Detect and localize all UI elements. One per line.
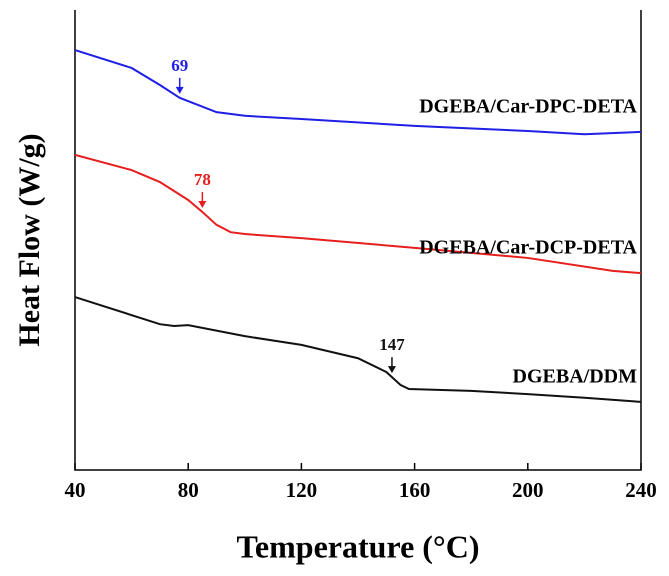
series-label: DGEBA/Car-DCP-DETA <box>419 237 637 259</box>
x-tick-label: 240 <box>625 478 657 502</box>
annotation-label: 78 <box>194 170 211 189</box>
series-line <box>74 49 642 136</box>
x-tick-label: 40 <box>65 478 86 502</box>
annotation-label: 147 <box>379 335 405 354</box>
series-line <box>74 153 642 275</box>
annotation-label: 69 <box>171 56 188 75</box>
series-label: DGEBA/Car-DPC-DETA <box>419 95 637 117</box>
x-tick-label: 80 <box>178 478 199 502</box>
annotation-arrowhead <box>175 86 184 94</box>
x-tick-label: 120 <box>286 478 318 502</box>
series-line <box>74 296 642 403</box>
x-axis-label: Temperature (°C) <box>237 528 480 564</box>
x-tick-label: 200 <box>512 478 544 502</box>
annotation-arrowhead <box>198 200 207 208</box>
annotation-arrowhead <box>387 366 396 374</box>
series-label: DGEBA/DDM <box>513 366 638 388</box>
y-axis-label: Heat Flow (W/g) <box>13 133 46 346</box>
x-tick-label: 160 <box>399 478 431 502</box>
axes <box>74 10 642 471</box>
